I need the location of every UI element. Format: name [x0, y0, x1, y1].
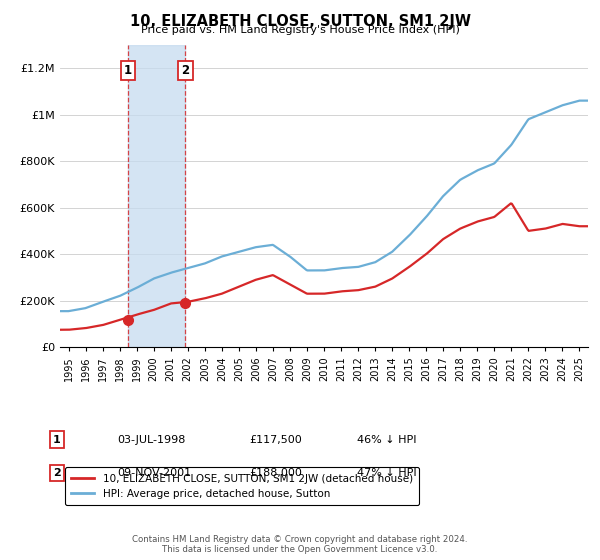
Text: £117,500: £117,500 — [249, 435, 302, 445]
Text: 1: 1 — [124, 64, 132, 77]
Text: 1: 1 — [53, 435, 61, 445]
Text: 03-JUL-1998: 03-JUL-1998 — [117, 435, 185, 445]
Text: 47% ↓ HPI: 47% ↓ HPI — [357, 468, 416, 478]
Text: 10, ELIZABETH CLOSE, SUTTON, SM1 2JW: 10, ELIZABETH CLOSE, SUTTON, SM1 2JW — [130, 14, 470, 29]
Text: Price paid vs. HM Land Registry's House Price Index (HPI): Price paid vs. HM Land Registry's House … — [140, 25, 460, 35]
Text: 2: 2 — [181, 64, 189, 77]
Text: £188,000: £188,000 — [249, 468, 302, 478]
Text: 46% ↓ HPI: 46% ↓ HPI — [357, 435, 416, 445]
Text: 2: 2 — [53, 468, 61, 478]
Text: 09-NOV-2001: 09-NOV-2001 — [117, 468, 191, 478]
Bar — [128, 45, 185, 347]
Legend: 10, ELIZABETH CLOSE, SUTTON, SM1 2JW (detached house), HPI: Average price, detac: 10, ELIZABETH CLOSE, SUTTON, SM1 2JW (de… — [65, 468, 419, 505]
Text: Contains HM Land Registry data © Crown copyright and database right 2024.
This d: Contains HM Land Registry data © Crown c… — [132, 535, 468, 554]
